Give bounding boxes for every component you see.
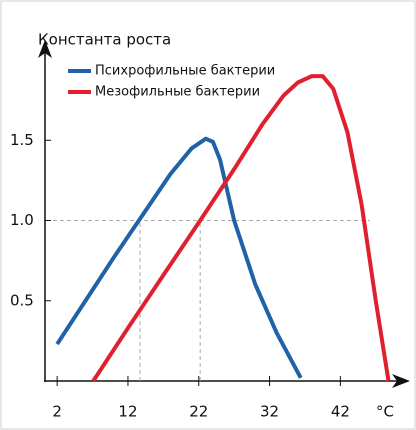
series-line [55,136,303,379]
x-tick-label: 32 [260,403,279,421]
x-axis-label: °C [376,403,394,421]
y-axis-label: Константа роста [38,31,171,49]
series-line [91,74,391,383]
x-tick-label: 22 [189,403,208,421]
y-tick-label: 1.5 [10,131,34,149]
x-tick-label: 12 [118,403,137,421]
legend-label: Психрофильные бактерии [95,64,275,79]
x-tick-label: 42 [331,403,350,421]
y-tick-label: 0.5 [10,291,34,309]
legend-label: Мезофильные бактерии [95,85,260,100]
x-tick-label: 2 [52,403,62,421]
y-arrow [38,40,52,58]
y-tick-label: 1.0 [10,211,34,229]
x-arrow [392,374,410,388]
